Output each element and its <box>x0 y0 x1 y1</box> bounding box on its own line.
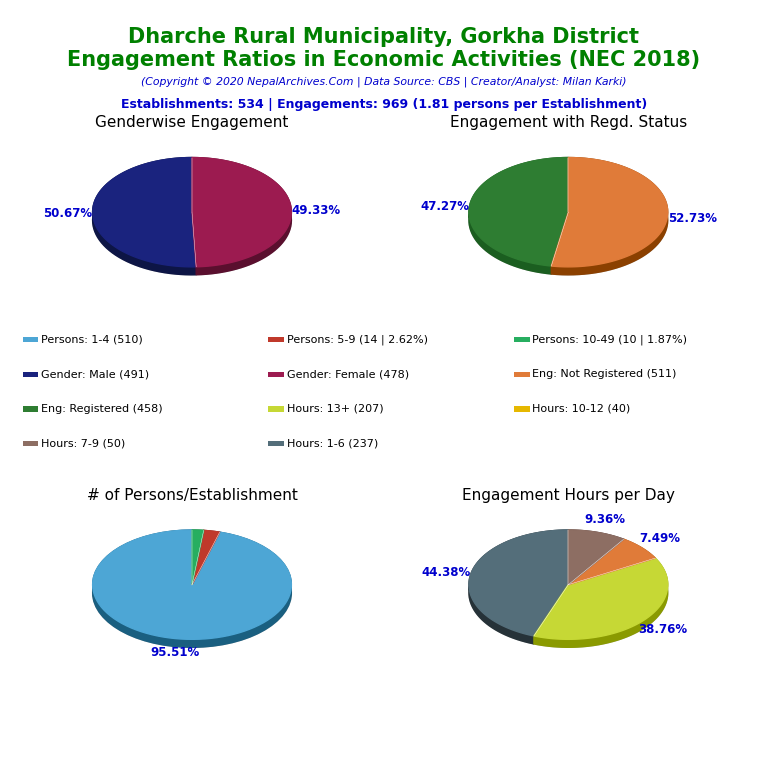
Text: 38.76%: 38.76% <box>638 623 687 636</box>
Polygon shape <box>192 530 204 538</box>
FancyBboxPatch shape <box>23 337 38 343</box>
Polygon shape <box>204 531 220 540</box>
Polygon shape <box>469 165 667 275</box>
Text: Hours: 7-9 (50): Hours: 7-9 (50) <box>41 439 125 449</box>
Polygon shape <box>469 530 568 644</box>
FancyBboxPatch shape <box>23 441 38 446</box>
Text: Dharche Rural Municipality, Gorkha District: Dharche Rural Municipality, Gorkha Distr… <box>128 27 640 47</box>
FancyBboxPatch shape <box>515 372 530 377</box>
FancyBboxPatch shape <box>23 406 38 412</box>
Text: Hours: 10-12 (40): Hours: 10-12 (40) <box>532 404 631 414</box>
Polygon shape <box>469 538 667 647</box>
Polygon shape <box>93 157 196 275</box>
Text: Persons: 5-9 (14 | 2.62%): Persons: 5-9 (14 | 2.62%) <box>286 335 428 345</box>
Title: Genderwise Engagement: Genderwise Engagement <box>95 115 289 130</box>
Text: Gender: Male (491): Gender: Male (491) <box>41 369 149 379</box>
Text: 49.33%: 49.33% <box>292 204 341 217</box>
Text: Hours: 1-6 (237): Hours: 1-6 (237) <box>286 439 378 449</box>
Title: Engagement Hours per Day: Engagement Hours per Day <box>462 488 675 502</box>
FancyBboxPatch shape <box>269 372 284 377</box>
Text: Hours: 13+ (207): Hours: 13+ (207) <box>286 404 383 414</box>
Polygon shape <box>534 558 667 647</box>
FancyBboxPatch shape <box>23 372 38 377</box>
Polygon shape <box>93 165 291 275</box>
FancyBboxPatch shape <box>269 337 284 343</box>
Polygon shape <box>534 558 667 639</box>
Text: 50.67%: 50.67% <box>43 207 92 220</box>
Text: 95.51%: 95.51% <box>150 646 199 659</box>
FancyBboxPatch shape <box>515 406 530 412</box>
Title: # of Persons/Establishment: # of Persons/Establishment <box>87 488 297 502</box>
Polygon shape <box>568 530 624 548</box>
Polygon shape <box>192 531 220 584</box>
Text: (Copyright © 2020 NepalArchives.Com | Data Source: CBS | Creator/Analyst: Milan : (Copyright © 2020 NepalArchives.Com | Da… <box>141 77 627 88</box>
Polygon shape <box>568 539 655 584</box>
Text: Establishments: 534 | Engagements: 969 (1.81 persons per Establishment): Establishments: 534 | Engagements: 969 (… <box>121 98 647 111</box>
Title: Engagement with Regd. Status: Engagement with Regd. Status <box>450 115 687 130</box>
Polygon shape <box>93 538 291 647</box>
Polygon shape <box>93 157 196 266</box>
Text: 52.73%: 52.73% <box>667 211 717 224</box>
Polygon shape <box>192 530 204 584</box>
Text: 44.38%: 44.38% <box>422 566 471 579</box>
FancyBboxPatch shape <box>515 337 530 343</box>
Text: 47.27%: 47.27% <box>420 200 469 213</box>
Polygon shape <box>192 157 291 266</box>
Polygon shape <box>624 539 655 566</box>
Polygon shape <box>469 530 568 636</box>
Text: Eng: Not Registered (511): Eng: Not Registered (511) <box>532 369 677 379</box>
Text: 7.49%: 7.49% <box>639 532 680 545</box>
Polygon shape <box>192 157 291 275</box>
Text: Persons: 10-49 (10 | 1.87%): Persons: 10-49 (10 | 1.87%) <box>532 335 687 345</box>
Text: Engagement Ratios in Economic Activities (NEC 2018): Engagement Ratios in Economic Activities… <box>68 50 700 70</box>
Polygon shape <box>551 157 667 275</box>
Polygon shape <box>93 530 291 639</box>
FancyBboxPatch shape <box>269 406 284 412</box>
Polygon shape <box>93 530 291 647</box>
Text: Gender: Female (478): Gender: Female (478) <box>286 369 409 379</box>
Polygon shape <box>469 157 568 274</box>
Polygon shape <box>469 157 568 266</box>
Polygon shape <box>568 530 624 584</box>
Text: 9.36%: 9.36% <box>584 513 625 526</box>
Text: Persons: 1-4 (510): Persons: 1-4 (510) <box>41 335 143 345</box>
Polygon shape <box>551 157 667 266</box>
Text: Eng: Registered (458): Eng: Registered (458) <box>41 404 163 414</box>
FancyBboxPatch shape <box>269 441 284 446</box>
